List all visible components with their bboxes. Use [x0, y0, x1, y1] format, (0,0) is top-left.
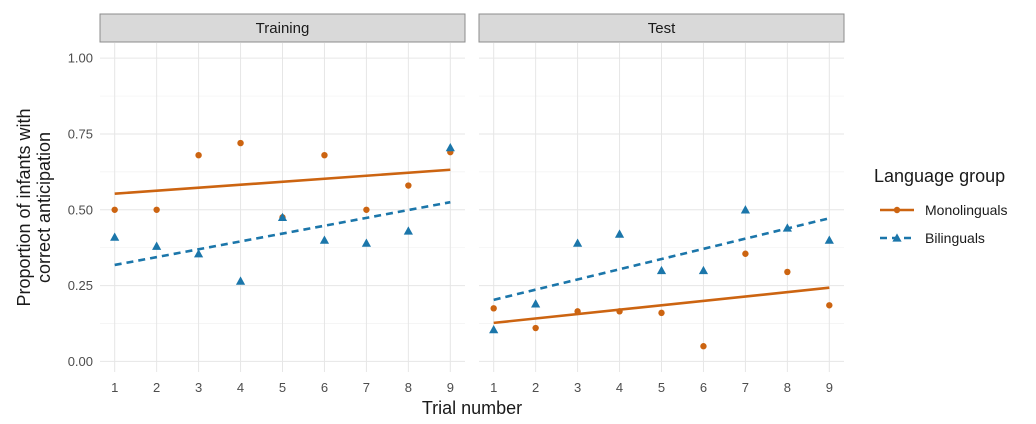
data-point-monolinguals: [742, 250, 749, 257]
data-point-bilinguals: [614, 229, 625, 238]
x-tick-label: 8: [405, 380, 412, 395]
x-tick-label: 3: [574, 380, 581, 395]
x-tick-label: 8: [784, 380, 791, 395]
x-tick-label: 3: [195, 380, 202, 395]
data-point-monolinguals: [532, 324, 539, 332]
data-point-bilinguals: [361, 238, 372, 247]
data-point-monolinguals: [784, 268, 791, 276]
data-point-bilinguals: [698, 265, 709, 275]
data-point-monolinguals: [405, 182, 412, 189]
legend-key-marker: [892, 233, 902, 242]
x-tick-label: 7: [363, 380, 370, 395]
data-point-monolinguals: [616, 308, 623, 315]
x-tick-label: 5: [279, 380, 286, 395]
legend: Language group Monolinguals Bilinguals: [874, 166, 1008, 246]
panel-test: Test 1 2 3 4 5 6 7 8 9: [478, 13, 845, 395]
y-tick-label: 1.00: [68, 51, 93, 66]
legend-key-marker: [893, 206, 901, 214]
x-tick-label: 9: [447, 380, 454, 395]
x-tick-label: 4: [237, 380, 244, 395]
x-axis-title: Trial number: [422, 398, 522, 418]
data-point-monolinguals: [321, 151, 328, 159]
panel-strip: [478, 13, 845, 43]
x-tick-label: 7: [742, 380, 749, 395]
fit-line-monolinguals: [114, 168, 451, 195]
data-point-bilinguals: [572, 238, 583, 247]
panel-strip-label: Training: [256, 20, 310, 37]
y-tick-label: 0.50: [68, 202, 93, 217]
data-point-bilinguals: [110, 232, 120, 241]
data-point-monolinguals: [111, 206, 118, 213]
data-point-bilinguals: [489, 324, 499, 334]
legend-title: Language group: [874, 166, 1005, 186]
data-point-monolinguals: [153, 206, 160, 213]
y-tick-label: 0.75: [68, 126, 93, 141]
x-tick-label: 9: [826, 380, 833, 395]
fit-line-monolinguals: [493, 286, 830, 325]
fit-line-bilinguals: [114, 200, 451, 267]
data-point-bilinguals: [319, 235, 330, 244]
data-point-monolinguals: [195, 151, 202, 159]
data-point-bilinguals: [403, 226, 413, 235]
data-point-bilinguals: [531, 299, 541, 308]
data-point-bilinguals: [824, 235, 834, 244]
data-point-bilinguals: [152, 241, 162, 250]
panel-training: Training 1 2 3 4 5 6 7 8 9: [99, 13, 466, 395]
data-point-monolinguals: [237, 139, 244, 147]
data-point-bilinguals: [193, 249, 204, 258]
y-axis-title-line: correct anticipation: [34, 132, 54, 283]
y-axis-title-line: Proportion of infants with: [14, 108, 34, 306]
panel-strip-label: Test: [648, 20, 676, 37]
y-tick-label: 0.25: [68, 278, 93, 293]
data-point-monolinguals: [574, 308, 581, 315]
x-tick-label: 1: [111, 380, 118, 395]
x-tick-label: 6: [321, 380, 328, 395]
data-point-bilinguals: [740, 205, 751, 214]
data-point-bilinguals: [782, 223, 792, 232]
data-point-bilinguals: [277, 212, 288, 222]
x-tick-label: 2: [532, 380, 539, 395]
data-point-monolinguals: [700, 343, 707, 350]
x-tick-label: 4: [616, 380, 623, 395]
data-point-bilinguals: [445, 143, 455, 152]
data-point-bilinguals: [235, 276, 246, 285]
legend-label: Bilinguals: [925, 230, 985, 246]
y-tick-label: 0.00: [68, 354, 93, 369]
fit-line-bilinguals: [493, 217, 830, 302]
data-point-monolinguals: [658, 309, 665, 317]
panel-strip: [99, 13, 466, 43]
y-axis-title: Proportion of infants withcorrect antici…: [14, 108, 54, 306]
x-tick-label: 1: [490, 380, 497, 395]
x-tick-label: 5: [658, 380, 665, 395]
data-point-monolinguals: [826, 302, 833, 309]
legend-label: Monolinguals: [925, 202, 1008, 218]
data-point-monolinguals: [490, 305, 497, 312]
x-tick-label: 6: [700, 380, 707, 395]
data-point-bilinguals: [656, 265, 667, 275]
x-tick-label: 2: [153, 380, 160, 395]
data-point-monolinguals: [363, 206, 370, 213]
